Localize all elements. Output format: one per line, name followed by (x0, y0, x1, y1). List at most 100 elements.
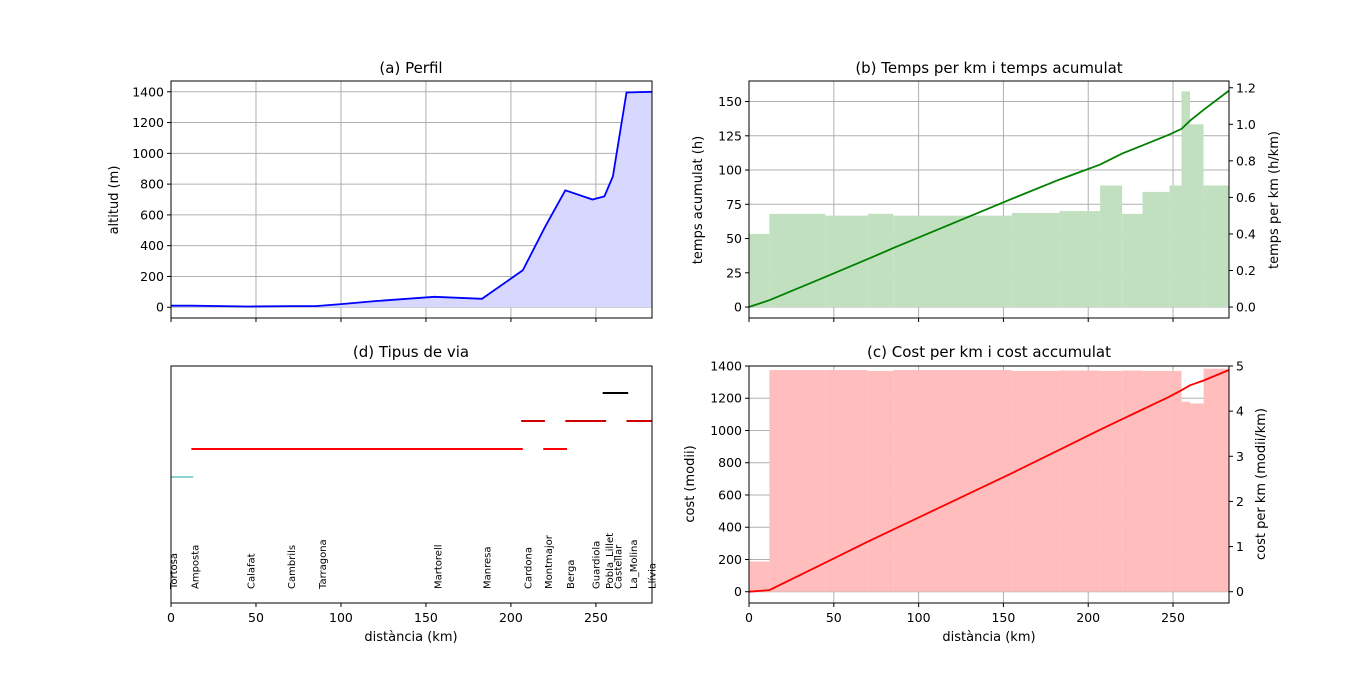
panel-b-bar (1100, 185, 1123, 308)
panel-b-ytick-right-label: 0.4 (1236, 226, 1256, 241)
panel-c-ytick-label: 0 (734, 584, 742, 599)
panel-c-title: (c) Cost per km i cost accumulat (867, 343, 1111, 361)
panel-d-plot: 0 50 100 150 200 250 Tortosa Amposta Calafat Camb… (167, 365, 659, 625)
panel-c-ylabel-right: cost per km (modii/km) (1254, 408, 1269, 560)
panel-b-cumulative-line (748, 89, 1230, 308)
panel-b-ytick-right-label: 0.6 (1236, 190, 1256, 205)
panel-b-bar (893, 215, 1012, 308)
panel-b-ytick-label: 100 (718, 163, 742, 178)
town-label: Pobla_Lillet (605, 533, 616, 589)
panel-c-bar (893, 370, 1012, 592)
town-label: Castellar (614, 544, 625, 589)
panel-a: (a) Perfil altitud (m) 0 200 400 600 800 1000… (107, 59, 653, 322)
panel-c-xtick-label: 100 (907, 610, 931, 625)
panel-c-bar (1011, 370, 1060, 592)
panel-c-bar (749, 561, 770, 592)
panel-a-frame (170, 80, 653, 319)
panel-b-ytick-label: 150 (718, 94, 742, 109)
panel-d-xtick-label: 150 (414, 610, 438, 625)
panel-b: (b) Temps per km i temps acumulat temps … (691, 59, 1282, 322)
panel-c-bar (1059, 370, 1101, 592)
panel-b-ytick-right-label: 1.0 (1236, 117, 1256, 132)
town-label: Calafat (246, 553, 257, 589)
town-label: Cambrils (287, 545, 298, 589)
panel-b-bar (1059, 211, 1101, 308)
panel-a-ytick-label: 600 (140, 207, 164, 222)
panel-b-plot: 0 25 50 75 100 125 150 0.0 0.2 0.4 0.6 0.8 1.0 1.2 (718, 80, 1256, 322)
panel-a-ytick-label: 1200 (132, 115, 164, 130)
town-label: La_Molina (629, 540, 640, 589)
panel-b-ytick-label: 0 (734, 300, 742, 315)
panel-b-bar (1169, 185, 1182, 308)
panel-c-bar (769, 370, 826, 592)
panel-c-xlabel: distància (km) (942, 630, 1035, 645)
panel-a-ytick-label: 0 (156, 300, 164, 315)
panel-b-bar (867, 213, 894, 308)
panel-d-xtick-label: 100 (329, 610, 353, 625)
panel-b-bar (1122, 213, 1143, 308)
panel-b-ytick-right-label: 1.2 (1236, 80, 1256, 95)
panel-b-bar (769, 213, 826, 308)
town-label: Manresa (483, 547, 494, 589)
town-label: Tarragona (318, 539, 329, 590)
panel-b-ytick-label: 50 (726, 231, 742, 246)
panel-c-bar (825, 370, 868, 592)
panel-c-ytick-right-label: 4 (1236, 404, 1244, 419)
panel-d-frame (170, 365, 653, 604)
panel-d-title: (d) Tipus de via (353, 343, 469, 361)
panel-c-cumulative-line (748, 369, 1230, 593)
panel-a-ylabel: altitud (m) (107, 166, 122, 235)
panel-c-bar (1181, 401, 1190, 592)
panel-c-bar (1203, 368, 1229, 592)
panel-b-ylabel: temps acumulat (h) (691, 136, 706, 264)
panel-b-ylabel-right: temps per km (h/km) (1267, 131, 1282, 269)
panel-a-ytick-label: 800 (140, 177, 164, 192)
panel-c-bar (1169, 370, 1182, 592)
panel-c-ytick-right-label: 5 (1236, 359, 1244, 374)
town-label: Tortosa (169, 553, 180, 590)
panel-c-xtick-label: 150 (991, 610, 1015, 625)
panel-c-xtick-label: 200 (1076, 610, 1100, 625)
panel-c: (c) Cost per km i cost accumulat distànc… (683, 343, 1269, 645)
panel-c-bar (1100, 370, 1123, 592)
panel-d-xlabel: distància (km) (364, 630, 457, 645)
town-label: Amposta (190, 545, 201, 589)
panel-c-ylabel: cost (modii) (683, 445, 698, 522)
panel-b-title: (b) Temps per km i temps acumulat (855, 59, 1122, 77)
profile-line (171, 90, 653, 308)
town-label: Guardiola (591, 541, 602, 589)
panel-c-ytick-right-label: 3 (1236, 449, 1244, 464)
town-label: Montmajor (544, 534, 555, 589)
panel-a-ytick-label: 1000 (132, 146, 164, 161)
panel-c-bar (1122, 370, 1143, 592)
panel-a-ytick-label: 400 (140, 238, 164, 253)
panel-b-bar (1142, 191, 1170, 308)
panel-c-frame (748, 365, 1230, 604)
panel-c-bar (1189, 403, 1204, 592)
panel-a-plot: 0 200 400 600 800 1000 1200 1400 (132, 80, 653, 322)
panel-a-title: (a) Perfil (379, 59, 442, 77)
panel-c-plot: 0 50 100 150 200 2500200400600800100012001400… (710, 359, 1244, 626)
panel-c-ytick-right-label: 0 (1236, 584, 1244, 599)
panel-a-ytick-label: 1400 (132, 84, 164, 99)
panel-c-ytick-right-label: 1 (1236, 539, 1244, 554)
panel-b-ytick-right-label: 0.0 (1236, 300, 1256, 315)
panel-c-ytick-label: 800 (718, 455, 742, 470)
panel-c-ytick-label: 1200 (710, 391, 742, 406)
panel-c-ytick-right-label: 2 (1236, 494, 1244, 509)
panel-b-bar (1189, 124, 1204, 308)
panel-c-xtick-label: 250 (1161, 610, 1185, 625)
panel-b-bar (1203, 185, 1229, 308)
panel-b-bar (1181, 91, 1190, 308)
panel-d-xtick-label: 0 (167, 610, 175, 625)
panel-d-xtick-label: 50 (248, 610, 264, 625)
panel-b-frame (748, 80, 1230, 319)
profile-area (171, 91, 652, 308)
panel-c-ytick-label: 1000 (710, 423, 742, 438)
panel-c-bar (867, 370, 894, 592)
town-label: Martorell (433, 544, 444, 589)
panel-c-xtick-label: 0 (745, 610, 753, 625)
panel-b-bar (749, 233, 770, 308)
panel-b-ytick-label: 125 (718, 128, 742, 143)
